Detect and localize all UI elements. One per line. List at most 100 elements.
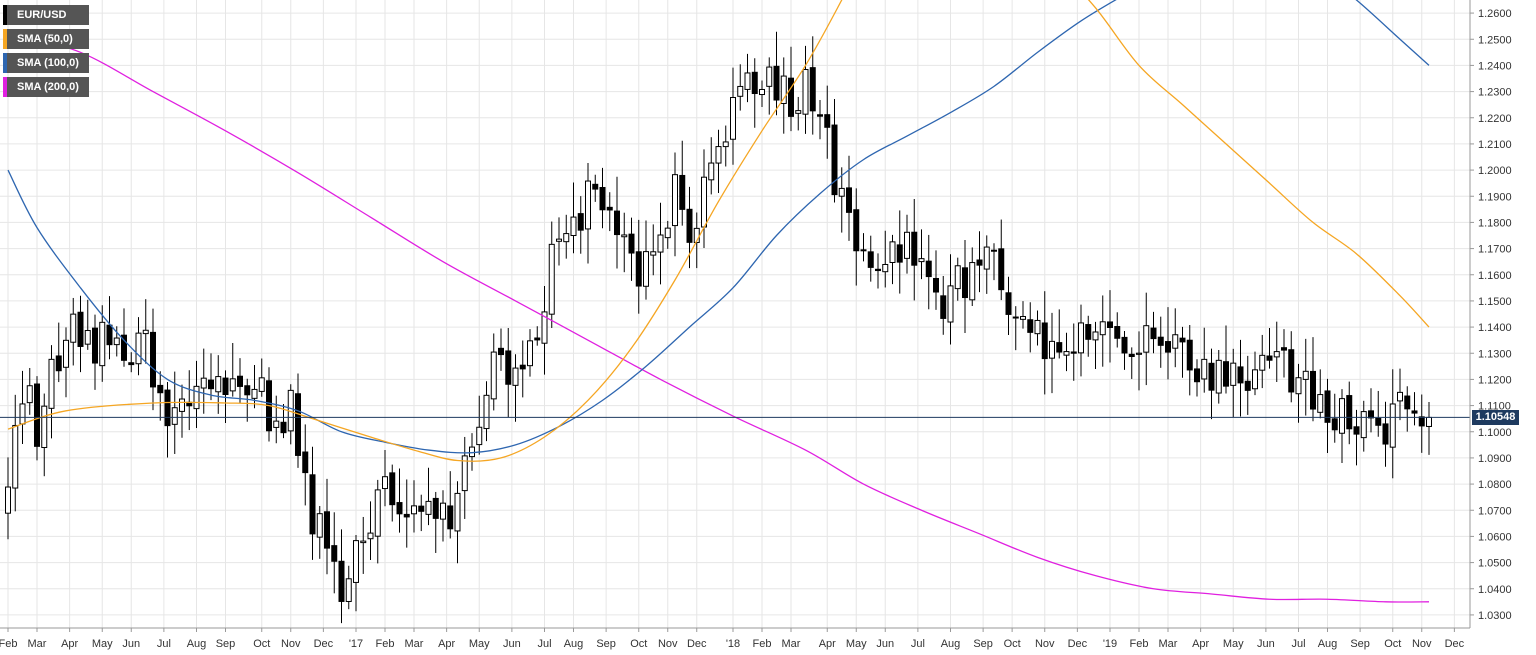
x-tick-label: Nov xyxy=(1412,638,1432,650)
legend-label: SMA (200,0) xyxy=(17,81,79,93)
sma200-line xyxy=(7,30,1430,603)
legend-item-eurusd[interactable]: EUR/USD xyxy=(3,5,89,25)
candle-body-up xyxy=(1230,362,1237,386)
y-tick-label: 1.0400 xyxy=(1478,584,1512,596)
candle-body-down xyxy=(106,324,113,346)
legend-swatch xyxy=(3,77,7,97)
x-tick-label: Jun xyxy=(1257,638,1275,650)
candle-body-up xyxy=(1389,403,1396,448)
x-tick-label: Apr xyxy=(819,638,836,650)
candle-body-down xyxy=(635,251,642,287)
y-tick-label: 1.2100 xyxy=(1478,139,1512,151)
candle-body-up xyxy=(41,405,48,449)
candle-body-up xyxy=(556,238,562,242)
candlesticks xyxy=(5,31,1432,624)
x-tick-label: Apr xyxy=(438,638,455,650)
candle-body-down xyxy=(998,248,1005,291)
candle-body-up xyxy=(382,476,388,490)
y-tick-label: 1.0500 xyxy=(1478,558,1512,570)
x-tick-label: Sep xyxy=(596,638,616,650)
x-tick-label: Jun xyxy=(503,638,521,650)
candle-body-up xyxy=(795,110,802,114)
candle-body-down xyxy=(519,364,526,370)
candle-body-up xyxy=(1317,394,1324,413)
candle-body-up xyxy=(48,358,55,409)
x-tick-label: Jul xyxy=(157,638,171,650)
candle-body-up xyxy=(664,227,671,239)
candle-body-down xyxy=(788,77,794,117)
candle-body-up xyxy=(882,263,889,273)
candle-body-down xyxy=(1150,327,1157,340)
candle-body-up xyxy=(708,162,715,181)
x-tick-label: Nov xyxy=(281,638,301,650)
x-tick-label: Jul xyxy=(911,638,925,650)
legend-item-sma200[interactable]: SMA (200,0) xyxy=(3,77,89,97)
candle-body-up xyxy=(258,377,265,392)
candle-body-down xyxy=(389,472,396,506)
candle-body-up xyxy=(904,231,910,259)
x-tick-label: '18 xyxy=(726,638,740,650)
x-tick-label: Jul xyxy=(537,638,551,650)
candle-body-up xyxy=(367,532,374,540)
y-tick-label: 1.2200 xyxy=(1478,113,1512,125)
x-tick-label: Sep xyxy=(1350,638,1370,650)
x-tick-label: Aug xyxy=(941,638,961,650)
legend-label: SMA (100,0) xyxy=(17,57,79,69)
candle-body-up xyxy=(722,141,729,148)
x-tick-label: Jun xyxy=(122,638,140,650)
candle-body-up xyxy=(345,578,352,602)
y-tick-label: 1.2000 xyxy=(1478,165,1512,177)
legend-swatch xyxy=(3,29,7,49)
candle-body-down xyxy=(1186,339,1193,371)
candle-body-down xyxy=(853,209,860,252)
candle-body-down xyxy=(1223,361,1229,387)
candle-body-up xyxy=(954,265,961,290)
candle-body-up xyxy=(5,486,11,514)
x-tick-label: Jul xyxy=(1291,638,1305,650)
legend-item-sma100[interactable]: SMA (100,0) xyxy=(3,53,89,73)
candle-body-down xyxy=(1237,366,1244,384)
candle-body-down xyxy=(875,268,881,272)
candle-body-down xyxy=(606,206,613,211)
candle-body-down xyxy=(1353,426,1360,435)
x-tick-label: Dec xyxy=(1068,638,1088,650)
candle-body-down xyxy=(911,231,918,266)
candle-body-down xyxy=(396,502,403,515)
legend-item-sma50[interactable]: SMA (50,0) xyxy=(3,29,89,49)
candle-body-down xyxy=(1165,341,1171,353)
candle-body-up xyxy=(483,394,490,430)
candle-body-down xyxy=(773,65,780,101)
candle-body-up xyxy=(527,340,533,367)
candle-body-up xyxy=(918,258,925,263)
legend-label: SMA (50,0) xyxy=(17,33,73,45)
x-tick-label: May xyxy=(469,638,490,650)
y-tick-label: 1.1800 xyxy=(1478,217,1512,229)
candle-body-up xyxy=(802,69,809,115)
candle-body-up xyxy=(229,378,236,392)
candle-body-down xyxy=(1041,322,1048,360)
x-tick-label: Feb xyxy=(376,638,395,650)
x-tick-label: '19 xyxy=(1103,638,1117,650)
candle-body-down xyxy=(940,295,947,319)
x-tick-label: Nov xyxy=(1035,638,1055,650)
candle-body-down xyxy=(1411,410,1418,414)
candle-body-down xyxy=(1208,362,1215,391)
candle-body-down xyxy=(1107,321,1113,328)
x-tick-label: Oct xyxy=(1384,638,1401,650)
candle-body-down xyxy=(976,259,983,266)
candle-body-down xyxy=(809,67,816,112)
candle-body-down xyxy=(237,375,243,387)
candle-body-down xyxy=(244,385,251,396)
current-price-tag: 1.10548 xyxy=(1472,409,1519,425)
candle-body-down xyxy=(121,334,127,361)
x-tick-label: Oct xyxy=(253,638,270,650)
candle-body-up xyxy=(26,385,33,404)
sma100-line xyxy=(7,0,1430,454)
candle-body-up xyxy=(1201,358,1208,380)
candle-body-down xyxy=(150,331,156,388)
candle-body-up xyxy=(251,388,258,399)
candle-body-down xyxy=(1244,380,1251,391)
legend: EUR/USD SMA (50,0) SMA (100,0) SMA (200,… xyxy=(3,5,89,101)
candle-body-up xyxy=(650,251,657,256)
candle-body-up xyxy=(991,249,997,252)
